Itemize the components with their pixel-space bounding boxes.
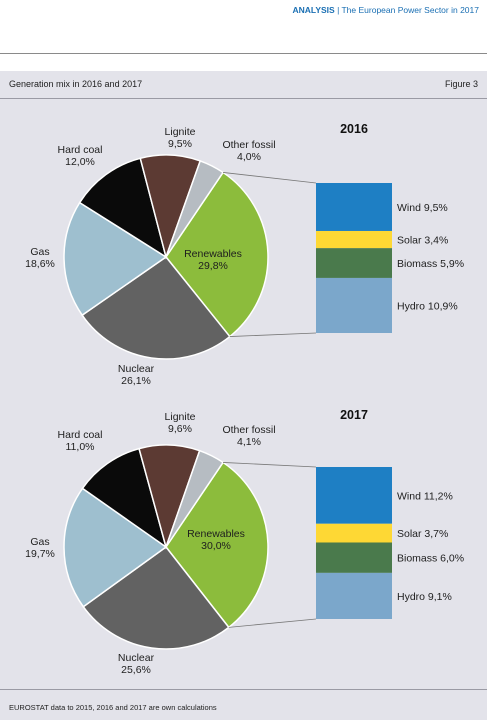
slice-label-nuclear-2017: Nuclear — [118, 652, 155, 664]
slice-value-hard-coal-2017: 11,0% — [66, 441, 95, 453]
connector-bottom-2016 — [229, 332, 317, 337]
bar-label-biomass-2016: Biomass 5,9% — [397, 258, 464, 270]
slice-label-gas-2016: Gas — [30, 246, 49, 258]
figure-header: Generation mix in 2016 and 2017 Figure 3 — [0, 71, 487, 99]
slice-value-gas-2017: 19,7% — [25, 548, 55, 560]
bar-label-wind-2017: Wind 11,2% — [397, 490, 453, 502]
slice-value-nuclear-2016: 26,1% — [121, 375, 151, 387]
bar-label-wind-2016: Wind 9,5% — [397, 202, 448, 214]
top-rule — [0, 53, 487, 54]
pie-slice-renewables-2016 — [165, 171, 269, 338]
running-header-title: The European Power Sector in 2017 — [341, 5, 479, 15]
running-header-separator: | — [334, 5, 342, 15]
slice-label-hard-coal-2017: Hard coal — [58, 429, 103, 441]
figure-source: EUROSTAT data to 2015, 2016 and 2017 are… — [9, 703, 217, 712]
chart-year-2017: 2017 — [340, 408, 368, 422]
slice-value-hard-coal-2016: 12,0% — [65, 156, 95, 168]
slice-value-renewables-2017: 30,0% — [201, 540, 231, 552]
running-header: ANALYSIS | The European Power Sector in … — [293, 5, 480, 15]
slice-label-hard-coal-2016: Hard coal — [58, 144, 103, 156]
bar-segment-hydro-2017 — [316, 572, 392, 619]
pie-slice-gas-2016 — [63, 201, 168, 317]
slice-label-other-fossil-2016: Other fossil — [222, 139, 275, 151]
bar-segment-biomass-2016 — [316, 248, 392, 278]
running-header-brand: ANALYSIS — [292, 5, 335, 15]
bar-label-hydro-2017: Hydro 9,1% — [397, 591, 452, 603]
slice-value-other-fossil-2016: 4,0% — [237, 151, 261, 163]
bar-segment-biomass-2017 — [316, 542, 392, 573]
bar-label-solar-2017: Solar 3,7% — [397, 528, 448, 540]
slice-label-gas-2017: Gas — [30, 536, 49, 548]
bar-segment-solar-2017 — [316, 523, 392, 543]
bar-segment-wind-2016 — [316, 183, 392, 231]
pie-slice-other-fossil-2017 — [165, 449, 225, 548]
bar-segment-hydro-2016 — [316, 277, 392, 333]
slice-value-lignite-2016: 9,5% — [168, 138, 192, 150]
bar-label-solar-2016: Solar 3,4% — [397, 235, 448, 247]
slice-label-lignite-2016: Lignite — [165, 126, 196, 138]
slice-label-renewables-2016: Renewables — [184, 248, 242, 260]
bar-label-biomass-2017: Biomass 6,0% — [397, 553, 464, 565]
figure-title: Generation mix in 2016 and 2017 — [9, 79, 143, 89]
connector-bottom-2017 — [228, 618, 317, 628]
slice-label-other-fossil-2017: Other fossil — [222, 424, 275, 436]
slice-value-renewables-2016: 29,8% — [198, 260, 228, 272]
slice-value-other-fossil-2017: 4,1% — [237, 436, 261, 448]
bar-segment-wind-2017 — [316, 467, 392, 524]
chart-canvas: 2016Renewables29,8%Nuclear26,1%Gas18,6%H… — [25, 122, 464, 676]
connector-top-2016 — [222, 172, 317, 184]
figure-panel: Generation mix in 2016 and 2017 Figure 3… — [0, 71, 487, 720]
pie-slice-other-fossil-2016 — [165, 159, 225, 258]
slice-label-renewables-2017: Renewables — [187, 528, 245, 540]
slice-value-nuclear-2017: 25,6% — [121, 664, 151, 676]
slice-label-nuclear-2016: Nuclear — [118, 363, 155, 375]
bar-label-hydro-2016: Hydro 10,9% — [397, 300, 458, 312]
connector-top-2017 — [223, 462, 317, 468]
pie-slice-nuclear-2016 — [81, 255, 231, 360]
slice-label-lignite-2017: Lignite — [165, 411, 196, 423]
slice-value-lignite-2017: 9,6% — [168, 423, 192, 435]
chart-year-2016: 2016 — [340, 122, 368, 136]
bar-segment-solar-2016 — [316, 230, 392, 249]
pie-slice-gas-2017 — [63, 487, 168, 608]
slice-value-gas-2016: 18,6% — [25, 258, 55, 270]
figure-footer-rule — [0, 689, 487, 690]
pie-slice-renewables-2017 — [165, 461, 269, 629]
pie-slice-nuclear-2017 — [82, 545, 230, 650]
pie-slice-hard-coal-2016 — [78, 157, 168, 259]
figure-number: Figure 3 — [444, 79, 478, 89]
